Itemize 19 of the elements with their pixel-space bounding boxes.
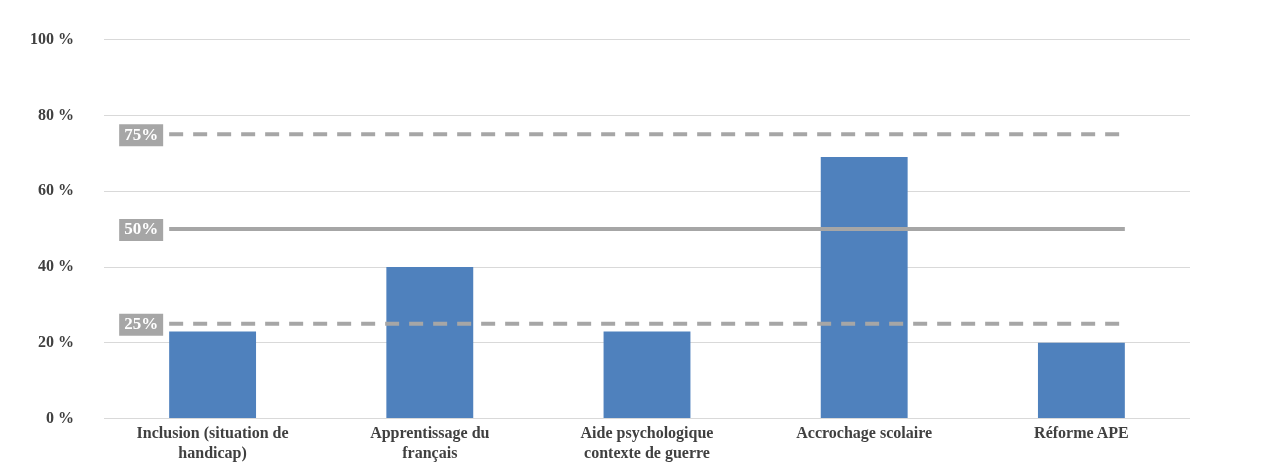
- y-tick-label: 60 %: [38, 181, 74, 199]
- x-tick-label: Accrochage scolaire: [796, 424, 933, 443]
- bar: [386, 267, 474, 419]
- x-tick-label: Apprentissage du français: [370, 424, 490, 462]
- y-tick-label: 80 %: [38, 105, 74, 123]
- y-tick-label: 20 %: [38, 332, 74, 350]
- x-tick-label: Inclusion (situation de handicap): [136, 424, 289, 462]
- bar: [1037, 342, 1125, 419]
- bar: [820, 157, 908, 419]
- ref-line-label: 75%: [124, 124, 159, 144]
- bar: [603, 331, 691, 419]
- ref-line-label: 25%: [124, 314, 159, 334]
- bar: [169, 331, 257, 419]
- y-tick-label: 40 %: [38, 257, 74, 275]
- x-tick-label: Aide psychologique contexte de guerre: [580, 424, 714, 462]
- y-tick-label: 100 %: [30, 29, 74, 47]
- x-tick-label: Réforme APE: [1034, 424, 1129, 442]
- y-tick-label: 0 %: [46, 408, 74, 426]
- ref-line-label: 50%: [124, 219, 159, 239]
